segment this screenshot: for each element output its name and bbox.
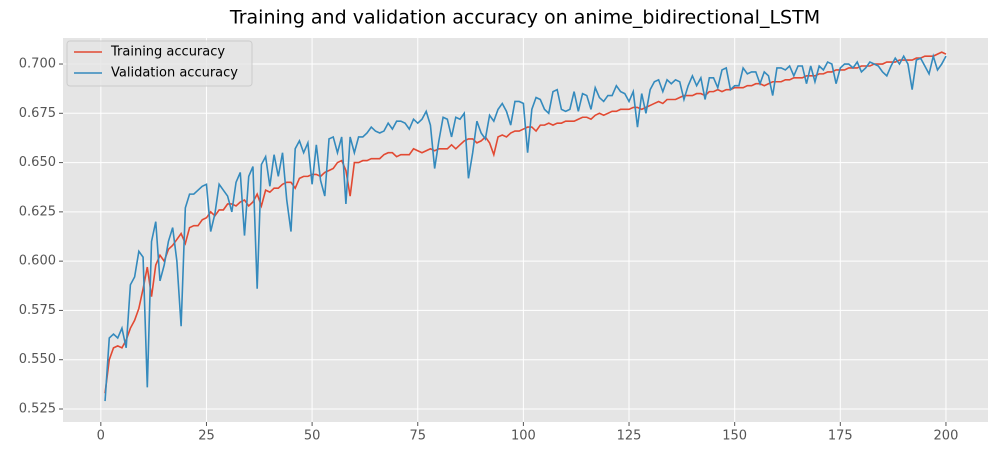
y-tick-label: 0.575 [19, 303, 56, 318]
x-tick-label: 125 [617, 429, 642, 444]
y-tick-label: 0.650 [19, 155, 56, 170]
plot-area [63, 38, 988, 422]
x-tick-label: 100 [511, 429, 536, 444]
y-tick-label: 0.525 [19, 401, 56, 416]
legend: Training accuracy Validation accuracy [66, 40, 253, 87]
x-tick-label: 175 [828, 429, 853, 444]
x-tick-label: 200 [934, 429, 959, 444]
x-tick-label: 50 [304, 429, 321, 444]
legend-label: Validation accuracy [111, 66, 238, 81]
y-tick-label: 0.675 [19, 106, 56, 121]
y-tick-label: 0.625 [19, 204, 56, 219]
x-tick-label: 75 [409, 429, 426, 444]
y-tick-label: 0.600 [19, 254, 56, 269]
y-tick-label: 0.700 [19, 57, 56, 72]
legend-box [66, 40, 253, 87]
x-tick-label: 150 [722, 429, 747, 444]
data-line [104, 53, 947, 402]
y-tick-label: 0.550 [19, 352, 56, 367]
x-tick-label: 25 [198, 429, 215, 444]
x-tick-label: 0 [97, 429, 105, 444]
grid: 0 25 50 75 100 125 150 175 200 0.525 0.550 0.575 0.6… [19, 38, 988, 444]
legend-label: Training accuracy [110, 45, 225, 60]
lines [104, 51, 947, 402]
chart-title: Training and validation accuracy on anim… [229, 7, 820, 29]
